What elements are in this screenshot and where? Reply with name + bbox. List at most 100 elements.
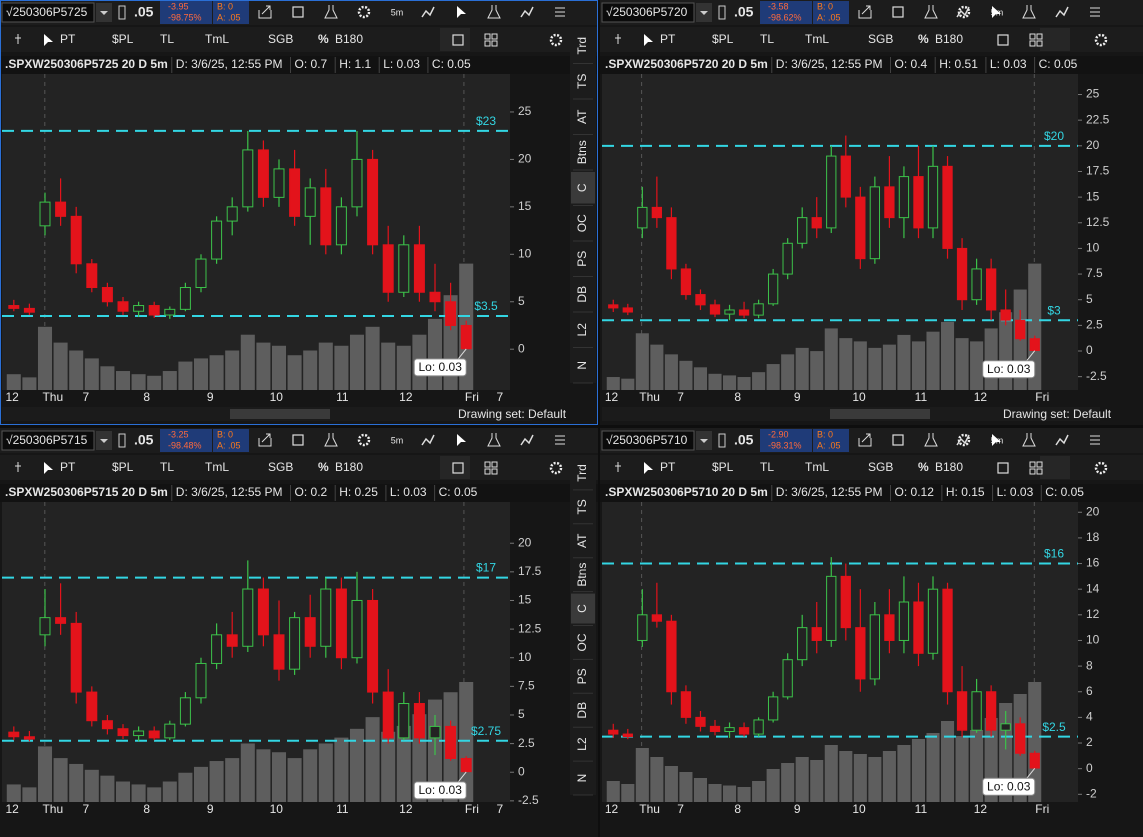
icon[interactable] (484, 468, 491, 475)
icon[interactable] (491, 461, 498, 468)
drawing-tool[interactable]: $PL (112, 32, 134, 46)
drawing-tool[interactable]: TL (760, 32, 774, 46)
icon[interactable] (357, 5, 371, 19)
symbol-box[interactable] (601, 430, 695, 451)
icon[interactable] (997, 34, 1009, 46)
drawing-tool[interactable]: TL (160, 460, 174, 474)
drawing-tool[interactable]: % (918, 32, 929, 46)
side-tab[interactable]: L2 (575, 323, 589, 337)
drawing-tool[interactable]: TmL (205, 32, 229, 46)
icon[interactable] (892, 6, 904, 18)
side-tab[interactable]: AT (575, 109, 589, 124)
side-tab[interactable]: Trd (575, 464, 589, 482)
icon[interactable] (956, 434, 970, 446)
icon[interactable] (957, 5, 971, 19)
icon[interactable] (1022, 5, 1036, 19)
icon[interactable] (44, 34, 53, 46)
drawing-tool[interactable]: PT (660, 460, 676, 474)
side-tab[interactable]: C (575, 183, 589, 192)
icon[interactable] (549, 461, 563, 475)
icon[interactable] (858, 433, 872, 447)
drawing-tool[interactable]: TmL (805, 460, 829, 474)
icon[interactable] (484, 40, 491, 47)
link-icon[interactable] (718, 433, 726, 448)
icon[interactable] (452, 34, 464, 46)
icon[interactable] (357, 433, 371, 447)
icon[interactable] (457, 6, 466, 18)
drawing-tool[interactable]: TmL (805, 32, 829, 46)
icon[interactable] (292, 6, 304, 18)
drawing-tool[interactable]: TL (160, 32, 174, 46)
icon[interactable] (292, 434, 304, 446)
pin-icon[interactable] (15, 34, 21, 44)
icon[interactable] (992, 6, 1001, 18)
side-tab[interactable]: TS (575, 499, 589, 514)
link-icon[interactable] (118, 433, 126, 448)
icon[interactable] (487, 433, 501, 447)
pin-icon[interactable] (615, 462, 621, 472)
symbol-box[interactable] (1, 430, 95, 451)
symbol-box[interactable] (601, 2, 695, 23)
icon[interactable] (957, 433, 971, 447)
icon[interactable] (421, 434, 435, 446)
drawing-tool[interactable]: PT (660, 32, 676, 46)
icon[interactable] (956, 6, 970, 18)
drawing-set[interactable]: Drawing set: Default (458, 407, 567, 421)
side-tab[interactable]: PS (575, 251, 589, 267)
drawing-tool[interactable]: PT (60, 460, 76, 474)
icon[interactable] (1094, 33, 1108, 47)
drawing-tool[interactable]: B180 (335, 460, 363, 474)
icon[interactable] (520, 434, 534, 446)
link-icon[interactable] (118, 5, 126, 20)
pin-icon[interactable] (615, 34, 621, 44)
icon[interactable] (1036, 468, 1043, 475)
icon[interactable] (858, 5, 872, 19)
icon[interactable] (421, 6, 435, 18)
side-tab[interactable]: DB (575, 702, 589, 719)
icon[interactable] (520, 6, 534, 18)
drawing-tool[interactable]: SGB (868, 32, 893, 46)
drawing-tool[interactable]: SGB (268, 32, 293, 46)
icon[interactable] (484, 33, 491, 40)
icon[interactable] (491, 40, 498, 47)
side-tab[interactable]: Trd (575, 37, 589, 55)
side-tab[interactable]: C (575, 604, 589, 613)
drawing-tool[interactable]: SGB (268, 460, 293, 474)
icon[interactable] (1036, 40, 1043, 47)
scroll-thumb[interactable] (230, 409, 330, 419)
icon[interactable] (924, 433, 938, 447)
icon[interactable] (324, 433, 338, 447)
side-tab[interactable]: OC (575, 633, 589, 651)
icon[interactable] (644, 462, 653, 474)
pin-icon[interactable] (15, 462, 21, 472)
drawing-tool[interactable]: % (318, 460, 329, 474)
icon[interactable] (44, 462, 53, 474)
drawing-tool[interactable]: PT (60, 32, 76, 46)
icon[interactable] (258, 433, 272, 447)
icon[interactable] (1036, 33, 1043, 40)
icon[interactable] (549, 33, 563, 47)
icon[interactable] (1055, 434, 1069, 446)
symbol-box[interactable] (1, 2, 95, 23)
drawing-tool[interactable]: % (318, 32, 329, 46)
side-tab[interactable]: N (575, 774, 589, 783)
icon[interactable] (491, 468, 498, 475)
icon[interactable] (491, 33, 498, 40)
side-tab[interactable]: PS (575, 668, 589, 684)
side-tab[interactable]: OC (575, 214, 589, 232)
drawing-tool[interactable]: SGB (868, 460, 893, 474)
side-tab[interactable]: Btns (575, 140, 589, 164)
drawing-tool[interactable]: $PL (112, 460, 134, 474)
icon[interactable] (1029, 33, 1036, 40)
drawing-tool[interactable]: $PL (712, 32, 734, 46)
side-tab[interactable]: Btns (575, 563, 589, 587)
drawing-tool[interactable]: TmL (205, 460, 229, 474)
drawing-tool[interactable]: B180 (335, 32, 363, 46)
icon[interactable] (997, 462, 1009, 474)
icon[interactable] (1022, 433, 1036, 447)
icon[interactable] (892, 434, 904, 446)
icon[interactable] (324, 5, 338, 19)
drawing-tool[interactable]: B180 (935, 32, 963, 46)
icon[interactable] (1055, 6, 1069, 18)
icon[interactable] (1029, 461, 1036, 468)
